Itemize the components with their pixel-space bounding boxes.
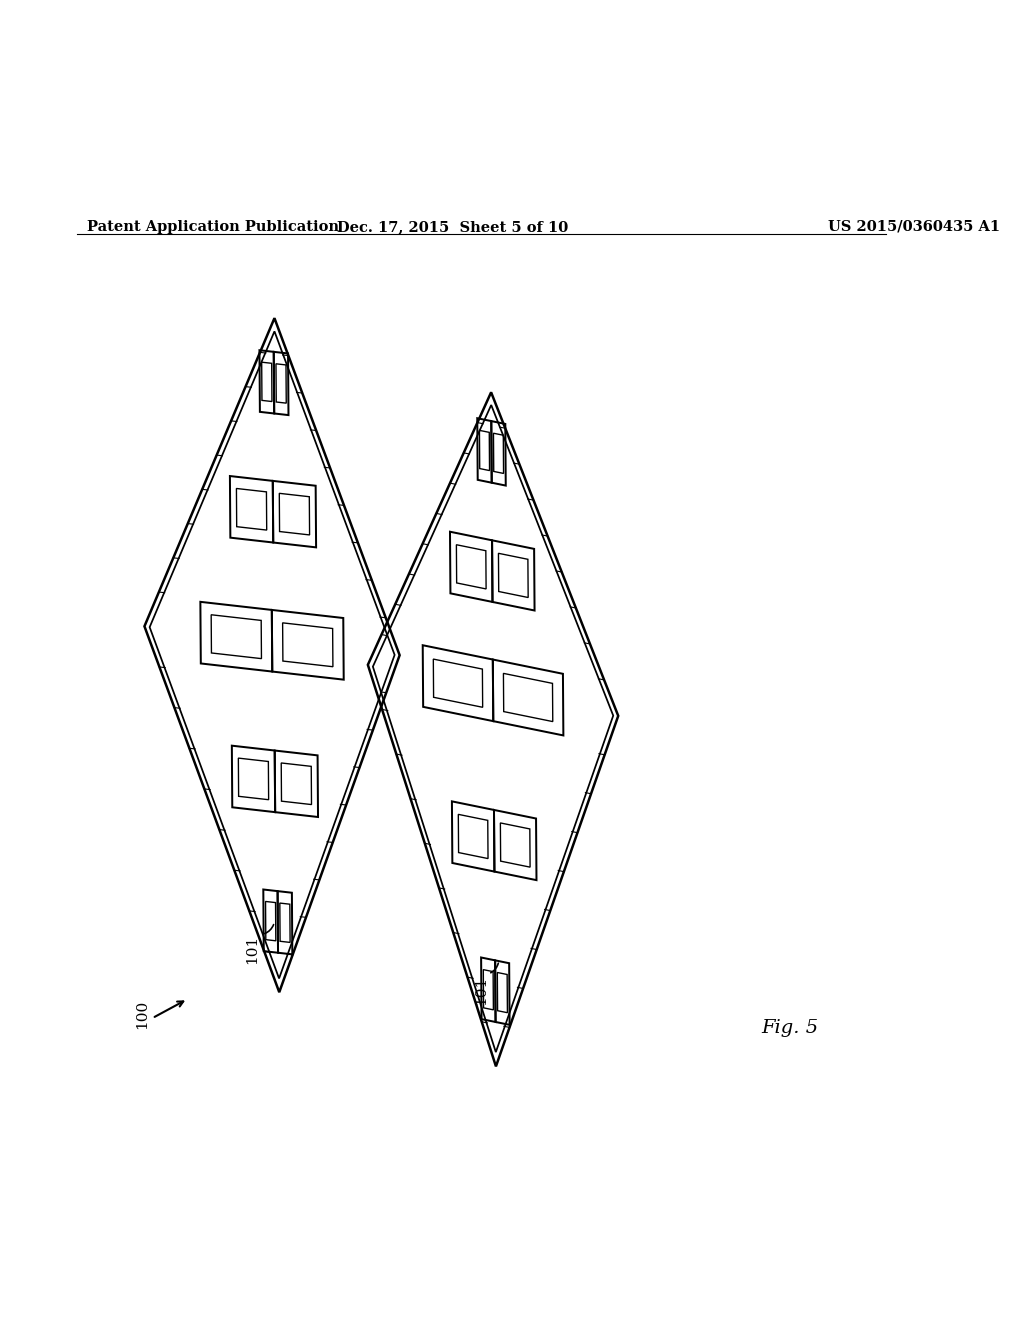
Text: 100: 100 bbox=[135, 999, 150, 1030]
Text: Dec. 17, 2015  Sheet 5 of 10: Dec. 17, 2015 Sheet 5 of 10 bbox=[337, 220, 568, 234]
Text: US 2015/0360435 A1: US 2015/0360435 A1 bbox=[828, 220, 1000, 234]
Text: 101: 101 bbox=[474, 975, 488, 1005]
Text: Fig. 5: Fig. 5 bbox=[761, 1019, 818, 1036]
Text: 101: 101 bbox=[246, 935, 259, 964]
Text: Patent Application Publication: Patent Application Publication bbox=[87, 220, 339, 234]
